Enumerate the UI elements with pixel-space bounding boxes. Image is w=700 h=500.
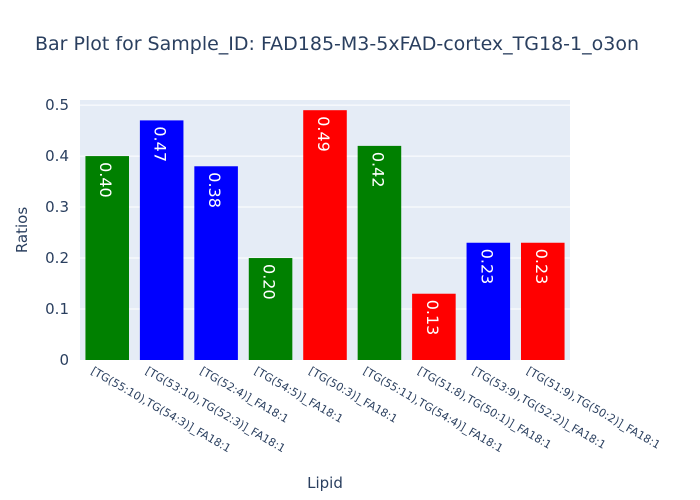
y-axis-title: Ratios	[13, 207, 31, 254]
bar	[194, 166, 238, 360]
bar-value-label: 0.13	[423, 300, 442, 336]
bar	[303, 110, 347, 360]
y-axis-ticks: 0 0.1 0.2 0.3 0.4 0.5	[45, 96, 69, 369]
bar-value-label: 0.23	[532, 249, 551, 285]
y-tick-label: 0.4	[45, 147, 69, 165]
bar	[357, 145, 402, 360]
bar-value-label: 0.47	[151, 126, 170, 162]
x-tick-label: [TG(54:5)]_FA18:1	[252, 364, 345, 425]
x-tick-label: [TG(50:3)]_FA18:1	[307, 364, 400, 425]
bar	[85, 156, 129, 360]
y-tick-label: 0.3	[45, 198, 69, 216]
y-tick-label: 0	[59, 351, 69, 369]
bar-value-label: 0.38	[205, 172, 224, 208]
bar-value-label: 0.42	[368, 152, 387, 188]
y-tick-label: 0.1	[45, 300, 69, 318]
y-tick-label: 0.2	[45, 249, 69, 267]
bars	[85, 110, 565, 361]
bar	[412, 293, 456, 360]
bar	[521, 242, 565, 360]
bar	[139, 120, 184, 361]
chart-title: Bar Plot for Sample_ID: FAD185-M3-5xFAD-…	[35, 33, 639, 55]
bar	[248, 258, 293, 360]
bar	[466, 242, 511, 360]
y-tick-label: 0.5	[45, 96, 69, 114]
bar-value-label: 0.40	[96, 162, 115, 198]
bar-value-label: 0.23	[477, 249, 496, 285]
bar-value-label: 0.20	[260, 264, 279, 300]
x-tick-label: [TG(52:4)]_FA18:1	[198, 364, 291, 425]
x-axis-ticks: [TG(55:10),TG(54:3)]_FA18:1[TG(53:10),TG…	[89, 364, 663, 455]
bar-value-label: 0.49	[314, 116, 333, 152]
x-axis-title: Lipid	[307, 474, 343, 492]
bar-labels: 0.40 0.47 0.38 0.20 0.49 0.42 0.13 0.23 0.23	[96, 116, 551, 335]
